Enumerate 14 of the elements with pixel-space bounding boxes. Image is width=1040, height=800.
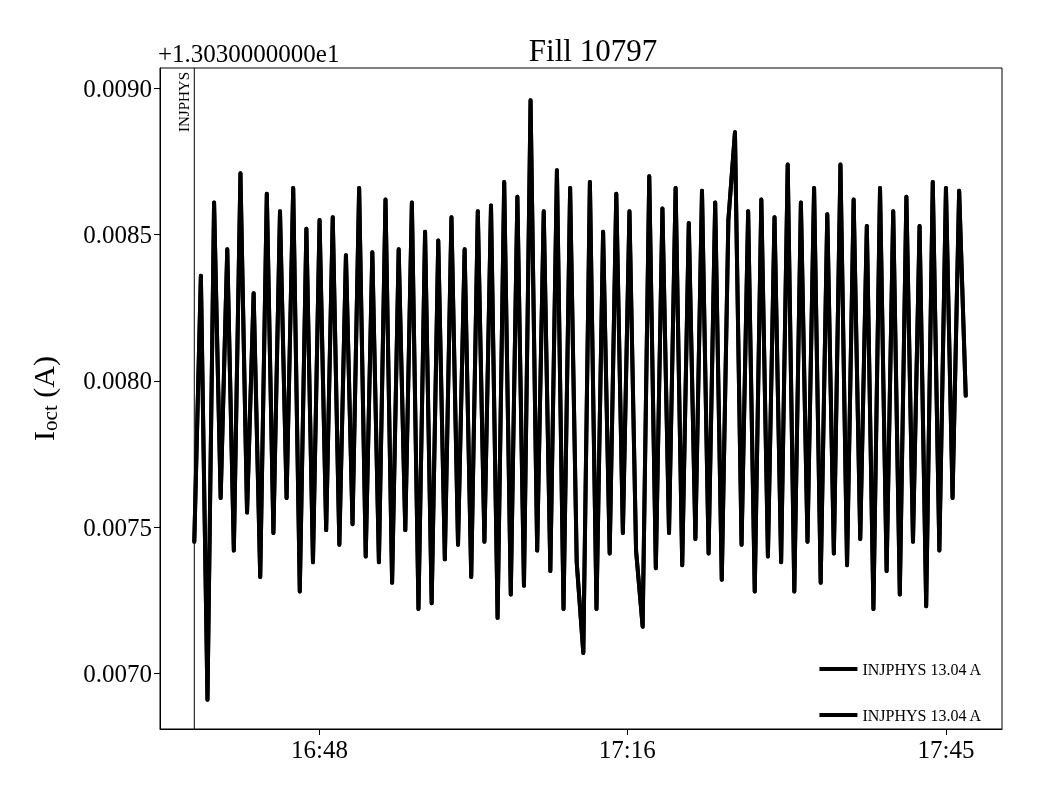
text: +1.3030000000e1 bbox=[158, 40, 340, 67]
y-tick-label: 0.0085 bbox=[83, 221, 152, 249]
legend-label: INJPHYS 13.04 A bbox=[862, 660, 982, 678]
y-tick-label: 0.0090 bbox=[83, 74, 152, 102]
x-tick-label: 16:48 bbox=[291, 736, 349, 763]
ref-line-label: INJPHYS bbox=[175, 72, 192, 133]
legend-label: INJPHYS 13.04 A bbox=[862, 706, 982, 724]
y-tick-label: 0.0075 bbox=[83, 513, 152, 541]
x-tick-label: 17:16 bbox=[598, 736, 656, 763]
y-axis-title: Ioct (A) bbox=[27, 356, 62, 441]
x-tick-label: 17:45 bbox=[917, 736, 975, 763]
y-tick-label: 0.0070 bbox=[83, 659, 152, 687]
y-tick-label: 0.0080 bbox=[83, 367, 152, 395]
chart-title: Fill 10797 bbox=[528, 33, 658, 68]
